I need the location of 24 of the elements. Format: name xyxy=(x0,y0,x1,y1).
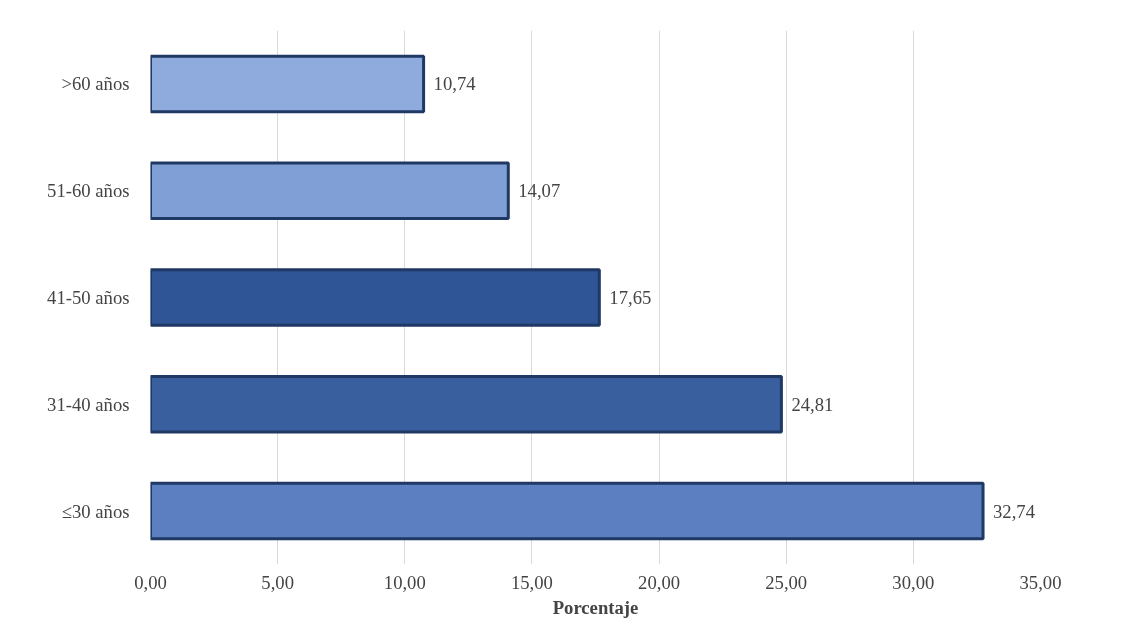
y-tick-label: ≤30 años xyxy=(61,500,130,522)
x-tick-label: 15,00 xyxy=(510,571,553,593)
bar xyxy=(150,481,985,541)
bar xyxy=(150,268,601,327)
x-tick-label: 30,00 xyxy=(892,571,935,593)
x-tick-label: 20,00 xyxy=(638,571,681,593)
data-label: 17,65 xyxy=(609,287,652,308)
x-axis-title: Porcentaje xyxy=(552,596,639,618)
y-tick-label: 31-40 años xyxy=(47,393,130,415)
data-label: 32,74 xyxy=(993,500,1036,522)
y-tick-label: 41-50 años xyxy=(47,287,130,308)
x-tick-label: 35,00 xyxy=(1019,571,1062,593)
x-tick-label: 5,00 xyxy=(261,571,294,593)
bar xyxy=(150,375,783,434)
data-label: 24,81 xyxy=(791,393,834,415)
x-tick-label: 25,00 xyxy=(765,571,808,593)
bar xyxy=(150,161,510,220)
y-tick-label: >60 años xyxy=(61,73,130,95)
y-tick-label: 51-60 años xyxy=(47,180,130,202)
bar xyxy=(150,54,426,114)
data-label: 10,74 xyxy=(433,73,477,95)
x-tick-label: 0,00 xyxy=(134,571,167,593)
data-label: 14,07 xyxy=(518,180,561,202)
x-tick-label: 10,00 xyxy=(383,571,426,593)
